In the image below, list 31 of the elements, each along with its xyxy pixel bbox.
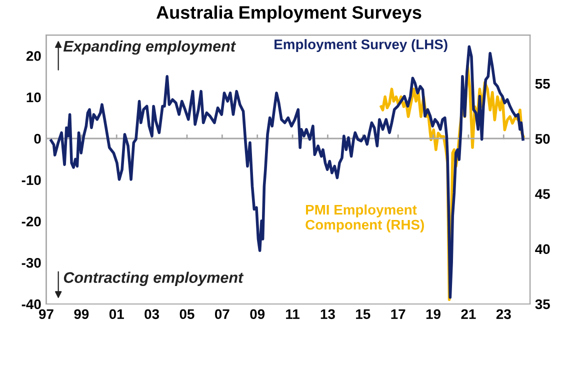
y2-tick-label: 35: [535, 299, 550, 310]
x-tick-label: 15: [356, 309, 370, 320]
x-tick-label: 03: [144, 309, 160, 320]
x-tick-label: 99: [74, 309, 89, 320]
y-tick-label: 0: [34, 134, 41, 144]
annotation: Expanding employment: [63, 40, 236, 55]
y-tick-label: 20: [26, 51, 41, 61]
y2-tick-label: 40: [535, 244, 550, 254]
y-tick-label: -20: [22, 216, 41, 226]
x-tick-label: 09: [250, 309, 265, 320]
y-tick-label: -40: [22, 299, 41, 310]
x-tick-label: 11: [286, 309, 300, 319]
x-tick-label: 01: [109, 309, 124, 320]
x-tick-label: 07: [214, 309, 230, 320]
y2-tick-label: 55: [535, 79, 550, 89]
x-tick-label: 05: [180, 309, 194, 320]
y-tick-label: 10: [26, 92, 41, 102]
chart-title: Australia Employment Surveys: [156, 6, 422, 22]
x-tick-label: 21: [461, 309, 476, 319]
y-tick-label: -10: [22, 175, 41, 186]
x-tick-label: 13: [320, 309, 335, 320]
y2-tick-label: 45: [535, 189, 550, 199]
y2-tick-label: 50: [535, 134, 550, 144]
x-tick-label: 23: [496, 309, 511, 320]
x-tick-label: 97: [39, 309, 54, 320]
y-tick-label: -30: [22, 258, 41, 268]
x-tick-label: 19: [426, 309, 440, 320]
series-label: PMI Employment Component (RHS): [306, 204, 424, 232]
x-tick-label: 17: [391, 309, 406, 319]
annotation: Contracting employment: [64, 272, 244, 286]
series-label: Employment Survey (LHS): [274, 39, 448, 52]
